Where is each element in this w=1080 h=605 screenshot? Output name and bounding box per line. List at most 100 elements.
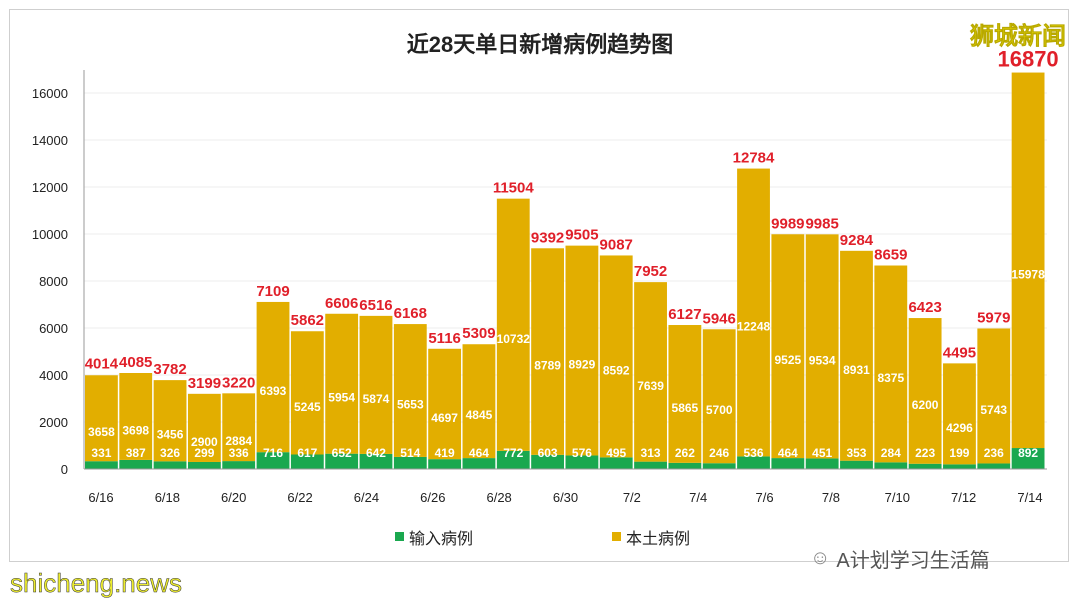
bar-imported — [840, 460, 873, 469]
watermark-wechat: ☺ A计划学习生活篇 — [810, 544, 990, 573]
x-tick-label: 7/10 — [885, 490, 910, 505]
total-label: 16870 — [997, 47, 1058, 72]
x-tick-label: 6/18 — [155, 490, 180, 505]
local-label: 8931 — [843, 363, 870, 377]
local-label: 5653 — [397, 397, 424, 411]
wechat-icon: ☺ — [810, 547, 831, 569]
bar-imported — [702, 463, 736, 469]
bar-local — [359, 315, 393, 454]
bar-local — [119, 373, 153, 460]
local-label: 5743 — [980, 403, 1007, 417]
imported-label: 336 — [229, 446, 249, 460]
bar-imported — [496, 450, 530, 469]
x-tick-label: 7/4 — [689, 490, 707, 505]
bar-local — [565, 245, 599, 456]
y-tick-label: 14000 — [32, 133, 68, 148]
local-label: 6200 — [912, 398, 939, 412]
imported-label: 313 — [641, 446, 661, 460]
local-label: 5865 — [672, 401, 699, 415]
bar-imported — [1011, 448, 1045, 469]
legend-label: 输入病例 — [409, 530, 473, 548]
bar-local — [325, 313, 359, 454]
total-label: 5862 — [291, 312, 324, 329]
bar-local — [702, 329, 736, 464]
bar-imported — [908, 463, 942, 469]
imported-label: 716 — [263, 446, 283, 460]
bar-imported — [805, 458, 839, 469]
imported-label: 284 — [881, 446, 901, 460]
imported-label: 652 — [332, 446, 352, 460]
bar-local — [428, 348, 462, 460]
bar-imported — [565, 455, 599, 469]
bar-imported — [393, 456, 427, 469]
bar-imported — [428, 459, 462, 469]
total-label: 7109 — [256, 283, 289, 300]
bar-local — [1011, 72, 1045, 449]
total-label: 5116 — [428, 330, 461, 347]
bar-local — [599, 255, 633, 458]
bar-imported — [771, 458, 805, 469]
total-label: 3782 — [153, 361, 186, 378]
local-label: 15978 — [1011, 267, 1045, 281]
bar-local — [874, 265, 908, 463]
x-tick-label: 6/28 — [486, 490, 511, 505]
bar-local — [85, 375, 118, 462]
x-tick-label: 6/16 — [88, 490, 113, 505]
total-label: 12784 — [733, 150, 775, 167]
bar-local — [771, 234, 805, 459]
local-label: 4845 — [466, 408, 493, 422]
x-tick-label: 7/2 — [623, 490, 641, 505]
x-tick-label: 6/30 — [553, 490, 578, 505]
x-tick-label: 7/14 — [1017, 490, 1042, 505]
bar-local — [977, 328, 1011, 464]
local-label: 3456 — [157, 428, 184, 442]
bar-local — [840, 250, 873, 461]
imported-label: 236 — [984, 446, 1004, 460]
imported-label: 419 — [435, 446, 455, 460]
bar-imported — [874, 462, 908, 469]
bar-imported — [977, 463, 1011, 469]
local-label: 9525 — [774, 353, 801, 367]
x-tick-label: 6/20 — [221, 490, 246, 505]
total-label: 9989 — [771, 215, 804, 232]
bar-imported — [359, 453, 393, 469]
total-label: 6423 — [908, 299, 941, 316]
y-tick-label: 10000 — [32, 227, 68, 242]
legend-label: 本土病例 — [626, 530, 690, 548]
local-label: 4296 — [946, 421, 973, 435]
bar-imported — [668, 462, 702, 469]
total-label: 5946 — [703, 310, 736, 327]
total-label: 6127 — [668, 306, 701, 323]
total-label: 6606 — [325, 295, 358, 312]
local-label: 3658 — [88, 425, 115, 439]
chart-title: 近28天单日新增病例趋势图 — [407, 32, 673, 57]
local-label: 5245 — [294, 400, 321, 414]
local-label: 5700 — [706, 403, 733, 417]
bar-imported — [599, 457, 633, 469]
local-label: 8789 — [534, 359, 561, 373]
total-label: 9392 — [531, 229, 564, 246]
total-label: 3199 — [188, 375, 221, 392]
local-label: 2884 — [225, 434, 252, 448]
imported-label: 326 — [160, 446, 180, 460]
bar-imported — [462, 458, 496, 469]
bar-local — [908, 318, 942, 464]
imported-label: 514 — [400, 446, 420, 460]
bar-imported — [634, 461, 667, 469]
bar-local — [153, 380, 187, 462]
local-label: 9534 — [809, 353, 836, 367]
imported-label: 495 — [606, 446, 626, 460]
x-tick-label: 6/24 — [354, 490, 379, 505]
total-label: 9087 — [600, 236, 633, 253]
x-tick-label: 7/8 — [822, 490, 840, 505]
local-label: 8929 — [569, 358, 596, 372]
local-label: 2900 — [191, 435, 218, 449]
y-tick-label: 0 — [61, 462, 68, 477]
imported-label: 617 — [297, 446, 317, 460]
imported-label: 246 — [709, 446, 729, 460]
bar-imported — [325, 453, 359, 469]
local-label: 6393 — [260, 384, 287, 398]
total-label: 6168 — [394, 305, 427, 322]
imported-label: 353 — [846, 446, 866, 460]
